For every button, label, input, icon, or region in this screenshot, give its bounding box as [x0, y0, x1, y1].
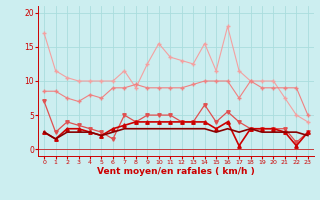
- X-axis label: Vent moyen/en rafales ( km/h ): Vent moyen/en rafales ( km/h ): [97, 167, 255, 176]
